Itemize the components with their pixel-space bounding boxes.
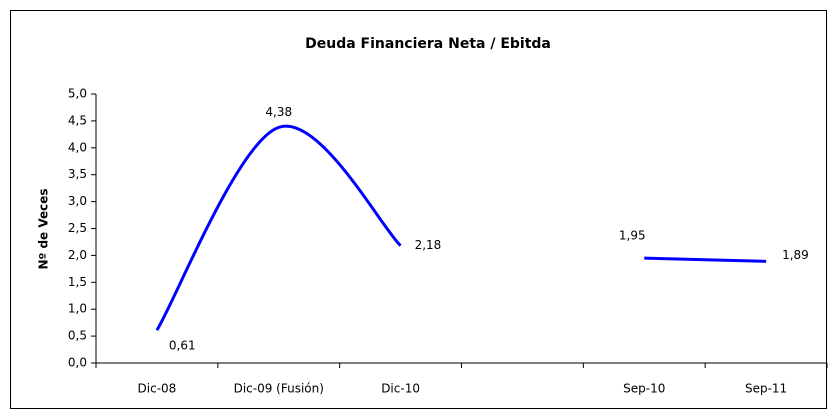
x-tick-label: Sep-11 — [745, 382, 787, 396]
x-tick-label: Dic-10 — [381, 382, 420, 396]
y-tick-label: 2,5 — [68, 221, 87, 235]
chart-border — [10, 10, 827, 409]
y-tick-label: 3,0 — [68, 194, 87, 208]
x-tick-label: Dic-09 (Fusión) — [234, 382, 324, 396]
data-label: 1,95 — [619, 229, 646, 243]
data-label: 4,38 — [265, 105, 292, 119]
y-tick-label: 5,0 — [68, 87, 87, 101]
data-line — [155, 124, 402, 331]
x-tick-label: Sep-10 — [623, 382, 665, 396]
y-tick-label: 1,0 — [68, 302, 87, 316]
data-line — [644, 256, 767, 263]
data-label: 1,89 — [782, 248, 809, 262]
y-tick-label: 2,0 — [68, 248, 87, 262]
chart-title: Deuda Financiera Neta / Ebitda — [305, 36, 551, 52]
x-tick-label: Dic-08 — [138, 382, 177, 396]
data-label: 2,18 — [415, 238, 442, 252]
data-label: 0,61 — [169, 339, 196, 353]
y-tick-label: 0,5 — [68, 329, 87, 343]
y-tick-label: 0,0 — [68, 356, 87, 370]
y-tick-label: 4,0 — [68, 140, 87, 154]
y-tick-label: 1,5 — [68, 275, 87, 289]
y-tick-label: 4,5 — [68, 113, 87, 127]
y-axis-label: Nº de Veces — [37, 188, 51, 269]
y-tick-label: 3,5 — [68, 167, 87, 181]
